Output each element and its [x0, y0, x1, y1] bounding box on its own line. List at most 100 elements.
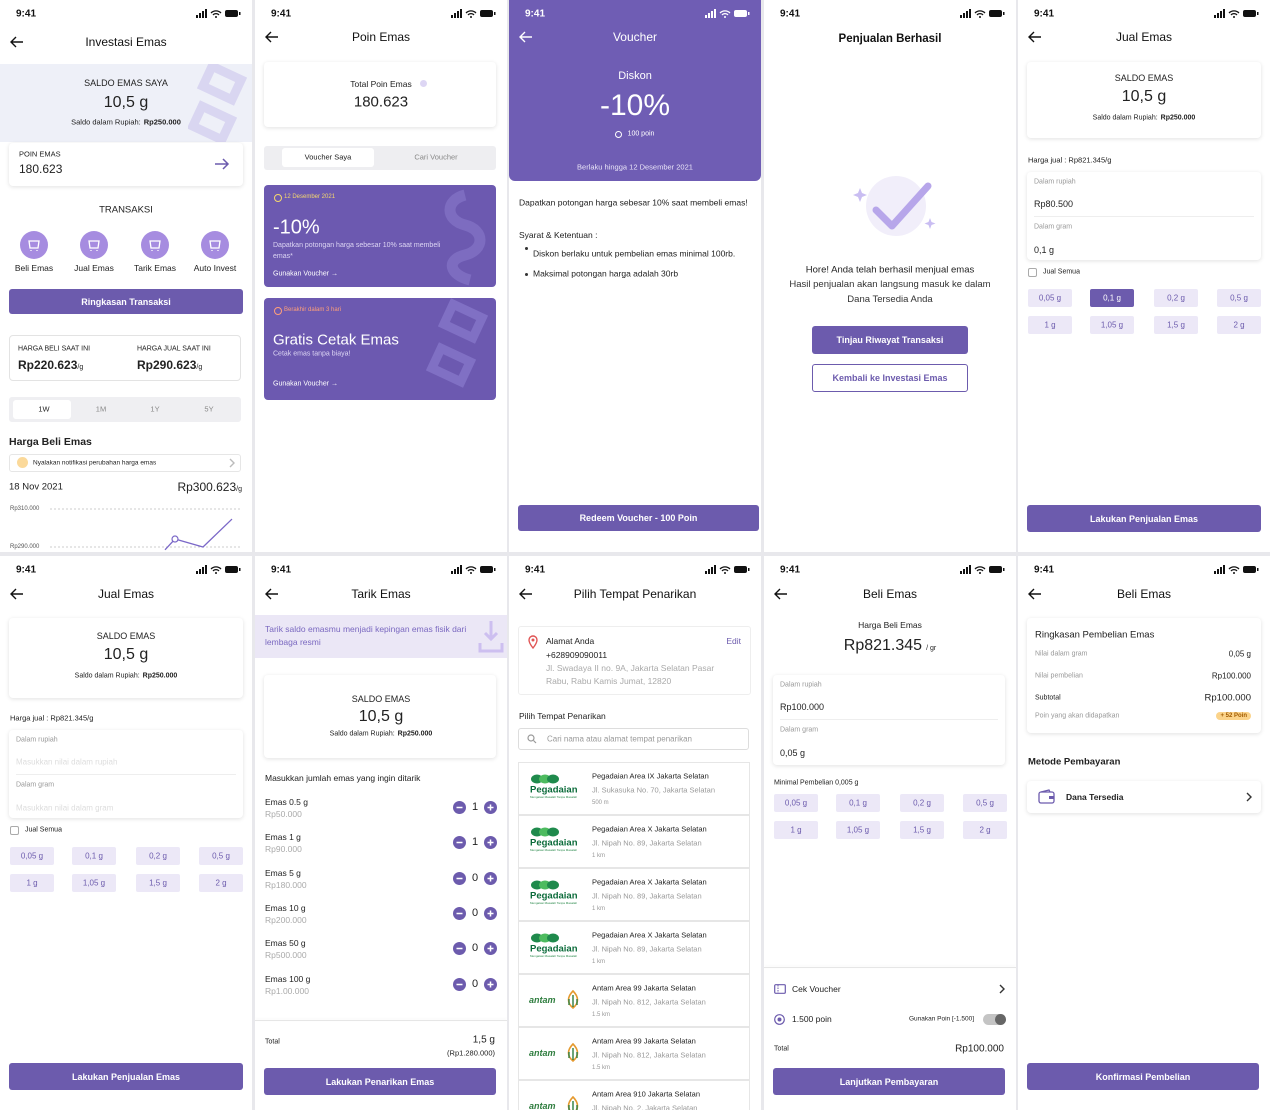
field-value: Masukkan nilai dalam rupiah	[16, 757, 118, 767]
chip[interactable]: 1,5 g	[136, 874, 180, 892]
chip[interactable]: 0,5 g	[1217, 289, 1261, 307]
cost: 100 poin	[627, 130, 655, 138]
field-label: Dalam gram	[1034, 223, 1073, 231]
chip[interactable]: 2 g	[1217, 316, 1261, 334]
checkbox[interactable]	[10, 826, 19, 835]
label: Diskon	[618, 70, 652, 82]
min-label: Minimal Pembelian 0,005 g	[774, 779, 859, 787]
place-row[interactable]	[518, 921, 750, 974]
place-row[interactable]	[518, 762, 750, 815]
card	[264, 62, 496, 127]
minus-button[interactable]	[453, 978, 466, 991]
poin-label: POIN EMAS	[19, 149, 61, 159]
chip[interactable]: 0,05 g	[10, 847, 54, 865]
rupiah: Rp250.000	[143, 117, 181, 127]
button[interactable]: Konfirmasi Pembelian	[1027, 1063, 1259, 1090]
toggle-knob	[995, 1014, 1006, 1025]
clock-icon	[274, 194, 282, 202]
chip-label: 0,5 g	[976, 798, 994, 808]
chip[interactable]: 0,2 g	[136, 847, 180, 865]
screen-title: Beli Emas	[862, 587, 918, 601]
button[interactable]: Lakukan Penjualan Emas	[1027, 505, 1261, 532]
chip[interactable]: 1,05 g	[72, 874, 116, 892]
plus-button[interactable]	[484, 836, 497, 849]
status-icons	[960, 9, 1006, 19]
item-price: Rp500.000	[265, 950, 307, 960]
chip[interactable]: 1,5 g	[1154, 316, 1198, 334]
chip[interactable]: 1 g	[10, 874, 54, 892]
chip[interactable]: 1 g	[1028, 316, 1072, 334]
button[interactable]: Lakukan Penarikan Emas	[264, 1068, 496, 1095]
rupiah: Rp250.000	[142, 672, 178, 680]
chip-label: 1,5 g	[913, 825, 931, 835]
button[interactable]: Kembali ke Investasi Emas	[812, 364, 968, 392]
success-illustration	[850, 174, 940, 250]
chip[interactable]: 0,5 g	[963, 794, 1007, 812]
place-name: Antam Area 99 Jakarta Selatan	[592, 983, 696, 993]
chip[interactable]: 0,1 g	[1090, 289, 1134, 307]
button[interactable]: Ringkasan Transaksi	[9, 289, 243, 314]
minus-button[interactable]	[453, 836, 466, 849]
button[interactable]: Redeem Voucher - 100 Poin	[518, 505, 759, 531]
plus-button[interactable]	[484, 801, 497, 814]
toggle[interactable]	[983, 1014, 1006, 1025]
button-label: Kembali ke Investasi Emas	[832, 373, 948, 383]
status-time: 9:41	[525, 564, 546, 576]
chip[interactable]: 0,2 g	[1154, 289, 1198, 307]
plus-button[interactable]	[484, 942, 497, 955]
chip[interactable]: 0,1 g	[836, 794, 880, 812]
chip[interactable]: 1,05 g	[1090, 316, 1134, 334]
back-arrow	[519, 31, 533, 43]
place-row[interactable]	[518, 868, 750, 921]
plus-button[interactable]	[484, 907, 497, 920]
place-row[interactable]	[518, 1080, 750, 1110]
place-row[interactable]	[518, 815, 750, 868]
plus-button[interactable]	[484, 978, 497, 991]
voucher-link[interactable]: Cek Voucher	[792, 984, 841, 994]
poin: 1.500 poin	[792, 1014, 832, 1024]
current-price: Rp300.623/g	[177, 480, 242, 494]
chip[interactable]: 0,2 g	[900, 794, 944, 812]
chip[interactable]: 0,1 g	[72, 847, 116, 865]
period-selected	[13, 400, 71, 419]
button[interactable]: Lakukan Penjualan Emas	[9, 1063, 243, 1090]
checkbox[interactable]	[1028, 268, 1037, 277]
button[interactable]: Lanjutkan Pembayaran	[773, 1068, 1005, 1095]
voucher-date: 12 Desember 2021	[284, 194, 336, 200]
method[interactable]: Dana Tersedia	[1066, 792, 1124, 802]
screen-voucher: 9:41 Voucher Diskon -10% 100 poin Berlaku hin…	[509, 0, 761, 552]
chip[interactable]: 0,05 g	[774, 794, 818, 812]
place-row[interactable]	[518, 974, 750, 1027]
minus-button[interactable]	[453, 872, 466, 885]
chip[interactable]: 0,05 g	[1028, 289, 1072, 307]
bullet	[525, 247, 528, 250]
chip[interactable]: 0,5 g	[199, 847, 243, 865]
price: Rp300.623	[177, 480, 237, 494]
voucher-title: -10%	[273, 216, 320, 239]
action-icon	[80, 231, 108, 259]
button[interactable]: Tinjau Riwayat Transaksi	[812, 326, 968, 354]
chip[interactable]: 1,5 g	[900, 821, 944, 839]
section-title: TRANSAKSI	[99, 204, 153, 216]
chip[interactable]: 1,05 g	[836, 821, 880, 839]
plus-button[interactable]	[484, 872, 497, 885]
search-box	[518, 728, 749, 750]
chip-label: 1,5 g	[1167, 320, 1185, 330]
screen-title: Beli Emas	[1116, 587, 1172, 601]
status-icons	[1214, 9, 1260, 19]
minus-button[interactable]	[453, 907, 466, 920]
status-time: 9:41	[780, 564, 801, 576]
saldo: 10,5 g	[103, 646, 149, 663]
minus-button[interactable]	[453, 942, 466, 955]
chip[interactable]: 2 g	[963, 821, 1007, 839]
total-rupiah: (Rp1.280.000)	[447, 1048, 495, 1058]
screen-jual: 9:41 Jual Emas SALDO EMAS 10,5 g Saldo dalam…	[1018, 0, 1270, 552]
chip[interactable]: 1 g	[774, 821, 818, 839]
place-row[interactable]	[518, 1027, 750, 1080]
status-time: 9:41	[271, 8, 292, 20]
chip[interactable]: 2 g	[199, 874, 243, 892]
status-icons	[1214, 565, 1260, 575]
edit-link[interactable]: Edit	[726, 636, 741, 646]
minus-button[interactable]	[453, 801, 466, 814]
screen-title: Pilih Tempat Penarikan	[573, 587, 697, 601]
